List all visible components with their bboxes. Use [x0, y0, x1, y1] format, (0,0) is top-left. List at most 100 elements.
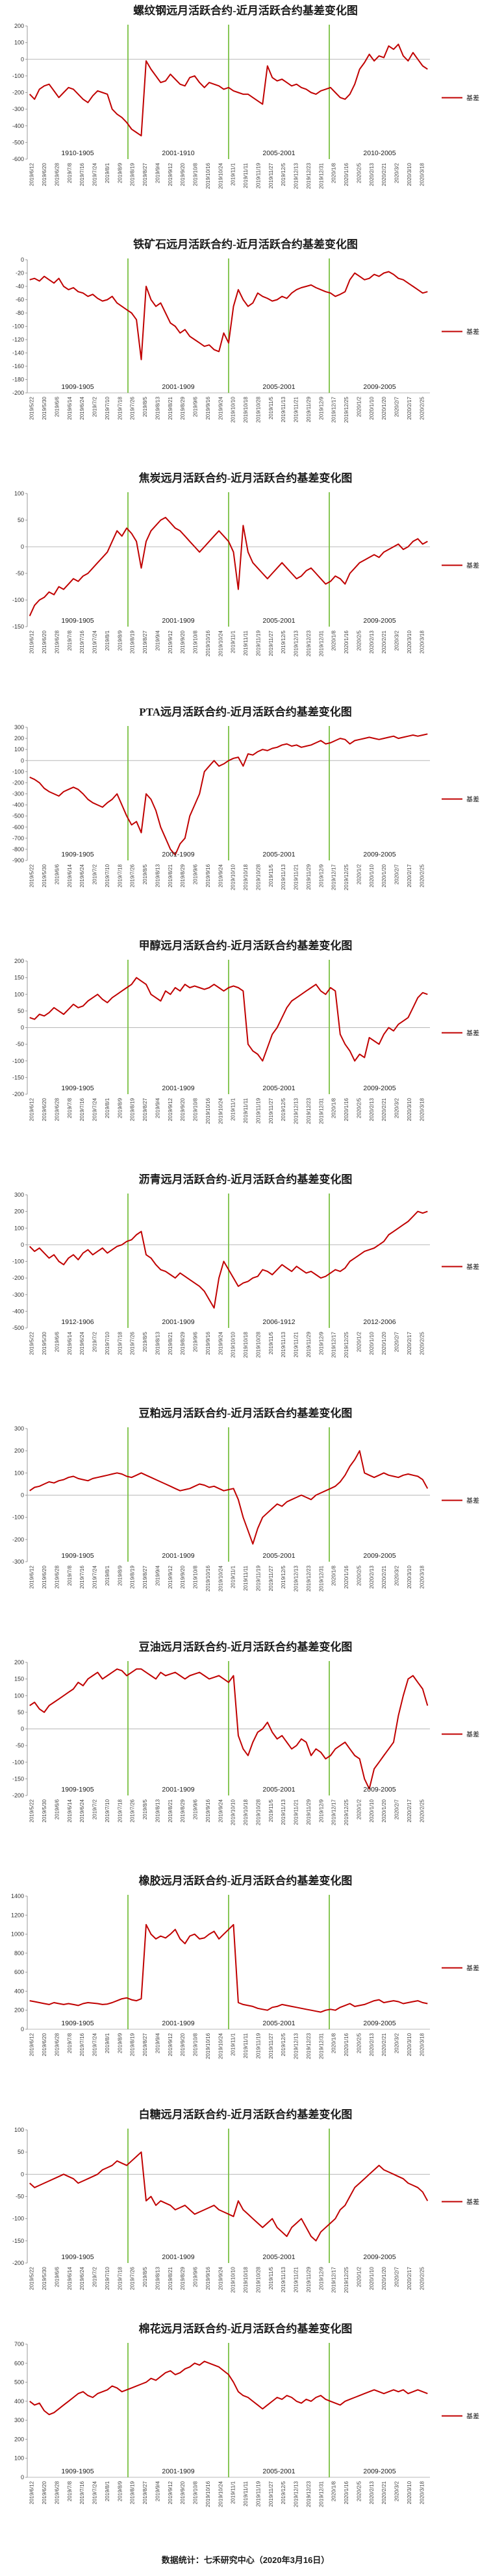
segment-label: 2005-2001 — [262, 2253, 295, 2261]
y-tick-label: 200 — [14, 1659, 24, 1666]
x-date-label: 2019/12/17 — [331, 396, 337, 423]
segment-label: 2005-2001 — [262, 2020, 295, 2027]
y-tick-label: 0 — [21, 2474, 24, 2481]
x-date-label: 2019/5/30 — [42, 1331, 47, 1355]
x-date-label: 2019/11/27 — [268, 162, 274, 188]
y-tick-label: 600 — [14, 2360, 24, 2366]
segment-label: 2005-2001 — [262, 1786, 295, 1794]
x-date-label: 2019/9/12 — [168, 2032, 173, 2056]
x-date-label: 2019/12/13 — [294, 2032, 299, 2059]
x-date-label: 2019/7/16 — [79, 2032, 85, 2056]
x-date-label: 2020/3/18 — [419, 2032, 425, 2056]
y-tick-label: 700 — [14, 2341, 24, 2347]
basis-series-line — [29, 1923, 428, 2013]
basis-chart: 焦炭远月活跃合约-近月活跃合约基差变化图 -150 -100 -50 0 50 100 190… — [12, 471, 479, 657]
x-date-label: 2019/10/18 — [243, 864, 249, 890]
x-date-label: 2019/11/27 — [268, 630, 274, 656]
x-date-label: 2019/10/16 — [205, 1565, 211, 1592]
basis-series-line — [29, 733, 428, 856]
x-date-label: 2019/10/10 — [231, 396, 236, 423]
x-date-label: 2019/9/12 — [168, 1565, 173, 1588]
segment-label: 2009-2005 — [363, 2020, 396, 2027]
x-date-label: 2020/2/21 — [381, 1097, 387, 1121]
x-date-label: 2019/11/1 — [231, 2032, 236, 2056]
segment-label: 2001-1909 — [162, 617, 194, 625]
x-date-label: 2019/7/8 — [67, 162, 73, 183]
segment-label: 2009-2005 — [363, 617, 396, 625]
x-date-label: 2019/7/18 — [117, 2266, 123, 2290]
x-date-label: 2020/1/2 — [356, 2266, 362, 2287]
segment-label: 2009-2005 — [363, 851, 396, 858]
x-date-label: 2019/7/24 — [92, 1565, 98, 1588]
x-date-label: 2019/8/9 — [117, 162, 123, 183]
x-date-label: 2020/1/10 — [369, 396, 375, 419]
legend-label: 基差 — [466, 795, 479, 804]
x-date-label: 2019/8/21 — [168, 864, 173, 887]
x-date-label: 2019/11/21 — [294, 396, 299, 422]
basis-chart: 铁矿石远月活跃合约-近月活跃合约基差变化图-200-180-160-140-12… — [12, 238, 479, 423]
x-date-label: 2019/11/21 — [294, 1331, 299, 1357]
x-date-label: 2019/7/2 — [92, 1799, 98, 1819]
x-date-label: 2019/8/9 — [117, 630, 123, 651]
x-date-label: 2019/9/6 — [193, 1799, 199, 1819]
x-date-label: 2019/12/9 — [318, 396, 324, 419]
x-date-label: 2019/12/9 — [318, 864, 324, 887]
x-date-label: 2019/11/27 — [268, 1565, 274, 1591]
x-date-label: 2019/8/27 — [142, 1565, 148, 1588]
chart-title: 豆油远月活跃合约-近月活跃合约基差变化图 — [139, 1640, 353, 1653]
x-date-label: 2020/3/2 — [394, 162, 400, 183]
y-tick-label: -200 — [12, 1536, 24, 1543]
x-date-label: 2019/12/25 — [344, 396, 349, 423]
segment-label: 1909-1905 — [61, 2468, 94, 2475]
x-date-label: 2019/12/23 — [306, 2481, 312, 2507]
y-tick-label: 300 — [14, 2417, 24, 2423]
x-date-label: 2019/6/20 — [42, 2481, 47, 2504]
x-date-label: 2020/1/8 — [331, 1097, 337, 1118]
y-tick-label: 1000 — [11, 1931, 24, 1938]
x-date-label: 2020/2/25 — [419, 864, 425, 887]
legend-label: 基差 — [466, 562, 479, 570]
x-date-label: 2019/10/18 — [243, 1331, 249, 1358]
basis-chart: 螺纹钢远月活跃合约-近月活跃合约基差变化图 -600 -500 -400 -300 -20… — [12, 4, 479, 189]
segment-label: 1910-1905 — [61, 149, 94, 157]
x-date-label: 2019/12/5 — [281, 1097, 286, 1121]
y-tick-label: -300 — [12, 1292, 24, 1298]
x-date-label: 2020/1/10 — [369, 864, 375, 887]
y-tick-label: -100 — [12, 323, 24, 330]
x-date-label: 2019/9/6 — [193, 864, 199, 884]
chart-title: 螺纹钢远月活跃合约-近月活跃合约基差变化图 — [133, 4, 358, 17]
x-date-label: 2019/9/20 — [180, 1565, 186, 1588]
x-date-label: 2019/7/26 — [130, 864, 136, 887]
x-date-label: 2019/7/2 — [92, 396, 98, 417]
segment-label: 2001-1909 — [162, 1552, 194, 1560]
x-date-label: 2019/7/8 — [67, 1097, 73, 1118]
x-date-label: 2019/12/31 — [318, 1565, 324, 1592]
x-date-label: 2020/2/25 — [419, 1799, 425, 1822]
x-date-label: 2019/12/17 — [331, 1799, 337, 1825]
x-date-label: 2019/6/28 — [54, 2481, 60, 2504]
x-date-label: 2019/12/5 — [281, 1565, 286, 1588]
x-date-label: 2019/5/22 — [29, 2266, 35, 2290]
x-date-label: 2020/1/10 — [369, 1331, 375, 1355]
x-date-label: 2019/11/11 — [243, 1097, 249, 1123]
x-date-label: 2019/9/20 — [180, 162, 186, 186]
y-tick-label: -100 — [12, 1759, 24, 1766]
basis-series-line — [29, 271, 428, 360]
x-date-label: 2019/6/6 — [54, 1799, 60, 1819]
x-date-label: 2019/12/25 — [344, 2266, 349, 2293]
x-date-label: 2020/2/21 — [381, 2481, 387, 2504]
chart-title: 焦炭远月活跃合约-近月活跃合约基差变化图 — [138, 471, 353, 484]
y-tick-label: 100 — [14, 40, 24, 46]
x-date-label: 2019/8/19 — [130, 2032, 136, 2056]
segment-label: 2005-2001 — [262, 1552, 295, 1560]
segment-label: 2005-2001 — [262, 617, 295, 625]
x-date-label: 2019/8/29 — [180, 1799, 186, 1822]
x-date-label: 2020/2/25 — [419, 2266, 425, 2290]
x-date-label: 2019/9/12 — [168, 2481, 173, 2504]
x-date-label: 2019/11/21 — [294, 864, 299, 890]
x-date-label: 2019/5/30 — [42, 864, 47, 887]
x-date-label: 2019/6/20 — [42, 1097, 47, 1121]
x-date-label: 2020/3/18 — [419, 1097, 425, 1121]
legend-label: 基差 — [466, 94, 479, 103]
x-date-label: 2019/6/14 — [67, 1799, 73, 1822]
